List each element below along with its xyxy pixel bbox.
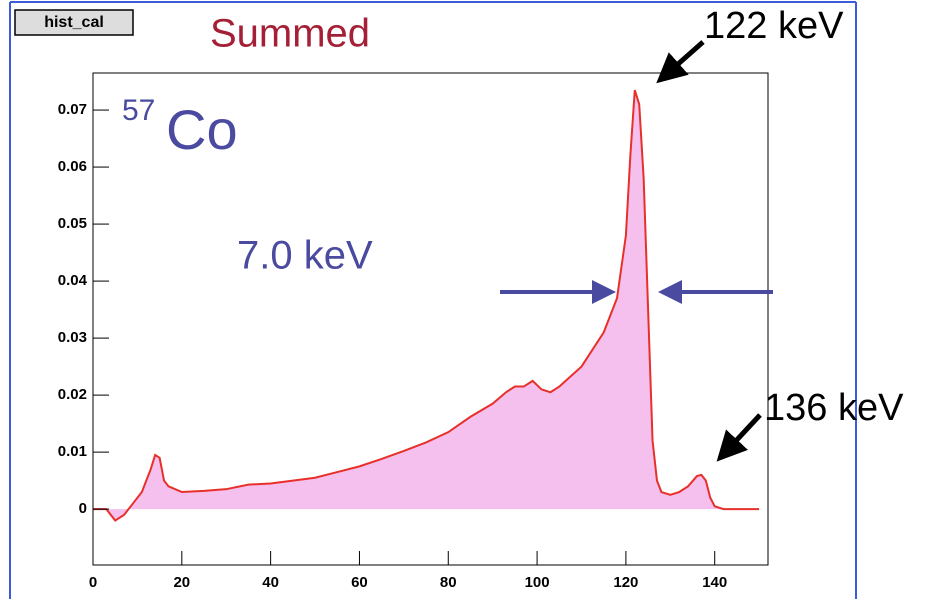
y-tick-label: 0.06 <box>58 158 87 175</box>
y-tick-label: 0.01 <box>58 443 87 460</box>
hist-name-box <box>14 9 134 36</box>
x-tick-label: 80 <box>440 574 457 591</box>
x-tick-label: 60 <box>351 574 368 591</box>
isotope-mass: 57 <box>122 94 155 127</box>
x-tick-label: 120 <box>613 574 638 591</box>
y-tick-label: 0.07 <box>58 101 87 118</box>
y-tick-label: 0 <box>79 500 87 517</box>
peak-label: 136 keV <box>764 387 904 429</box>
frame <box>92 72 769 566</box>
fwhm-label: 7.0 keV <box>237 234 373 278</box>
hist-name: hist_cal <box>44 14 104 31</box>
x-tick-label: 100 <box>525 574 550 591</box>
peak-label: 122 keV <box>704 5 844 47</box>
arrow <box>656 40 705 84</box>
x-tick-label: 140 <box>702 574 727 591</box>
x-tick-label: 0 <box>89 574 97 591</box>
y-tick-label: 0.05 <box>58 215 87 232</box>
histogram-line <box>93 89 760 522</box>
chart-title: Summed <box>210 12 370 56</box>
area-fill <box>93 90 760 521</box>
arrow <box>716 413 762 462</box>
y-tick-label: 0.04 <box>58 272 88 289</box>
y-tick-label: 0.02 <box>58 386 87 403</box>
y-tick-label: 0.03 <box>58 329 87 346</box>
x-tick-label: 20 <box>173 574 190 591</box>
isotope-symbol: Co <box>166 98 238 161</box>
x-tick-label: 40 <box>262 574 279 591</box>
plot-area: 0 0.01 0.02 0.03 0.04 0.05 0.06 0.07 0 20 40 60 80 10… <box>58 72 769 591</box>
